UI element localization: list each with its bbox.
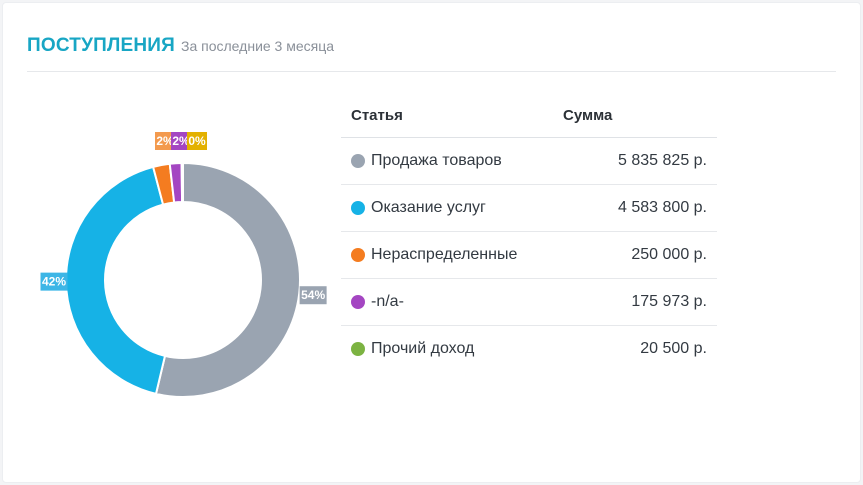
donut-chart-svg: 54%42%2%2%0% xyxy=(40,132,327,398)
row-sum: 5 835 825 р. xyxy=(618,152,707,169)
income-table: Статья Сумма Продажа товаров 5 835 825 р.… xyxy=(341,93,717,372)
percent-label-bg xyxy=(187,132,207,150)
percent-label-bg xyxy=(171,132,191,150)
card-title: ПОСТУПЛЕНИЯ xyxy=(27,35,176,56)
row-article: Продажа товаров xyxy=(341,152,581,170)
row-article-label: Оказание услуг xyxy=(371,199,486,216)
row-article-label: Нераспределенные xyxy=(371,246,518,263)
table-row[interactable]: Продажа товаров 5 835 825 р. xyxy=(341,138,717,185)
slice-percent-label: 54% xyxy=(299,286,327,305)
legend-dot xyxy=(351,295,365,309)
row-sum: 175 973 р. xyxy=(631,293,707,310)
row-sum: 250 000 р. xyxy=(631,246,707,263)
donut-slice[interactable] xyxy=(154,161,301,398)
percent-label-text: 54% xyxy=(301,288,325,302)
percent-label-bg xyxy=(40,272,68,291)
column-header-sum: Сумма xyxy=(563,106,613,124)
donut-slice[interactable] xyxy=(180,161,184,204)
table-row[interactable]: -n/a- 175 973 р. xyxy=(341,279,717,326)
row-article: Прочий доход xyxy=(341,340,581,358)
row-sum: 20 500 р. xyxy=(640,340,707,357)
legend-dot xyxy=(351,342,365,356)
donut-chart: 54% 42% 2% 2% 0% xyxy=(23,128,343,418)
legend-dot xyxy=(351,201,365,215)
row-article: Нераспределенные xyxy=(341,246,581,264)
slice-percent-label: 0% xyxy=(187,132,207,150)
table-header: Статья Сумма xyxy=(341,93,717,138)
slice-percent-label: 2% xyxy=(171,132,191,150)
table-row[interactable]: Оказание услуг 4 583 800 р. xyxy=(341,185,717,232)
row-article: -n/a- xyxy=(341,293,581,311)
percent-label-text: 2% xyxy=(172,134,190,148)
legend-dot xyxy=(351,248,365,262)
row-article-label: Продажа товаров xyxy=(371,152,502,169)
percent-label-bg xyxy=(299,286,327,305)
percent-label-bg xyxy=(155,132,175,150)
legend-dot xyxy=(351,154,365,168)
row-article: Оказание услуг xyxy=(341,199,581,217)
percent-label-text: 2% xyxy=(156,134,174,148)
row-article-label: Прочий доход xyxy=(371,340,475,357)
card-subtitle: За последние 3 месяца xyxy=(181,38,335,54)
row-article-label: -n/a- xyxy=(371,293,404,310)
column-header-article: Статья xyxy=(351,106,403,124)
card-header: ПОСТУПЛЕНИЯ За последние 3 месяца xyxy=(27,35,836,72)
slice-percent-label: 2% xyxy=(155,132,175,150)
percent-label-text: 0% xyxy=(188,134,206,148)
row-sum: 4 583 800 р. xyxy=(618,199,707,216)
table-row[interactable]: Прочий доход 20 500 р. xyxy=(341,326,717,372)
slice-percent-label: 42% xyxy=(40,272,68,291)
donut-slice[interactable] xyxy=(65,165,167,396)
percent-label-text: 42% xyxy=(42,275,66,289)
table-row[interactable]: Нераспределенные 250 000 р. xyxy=(341,232,717,279)
